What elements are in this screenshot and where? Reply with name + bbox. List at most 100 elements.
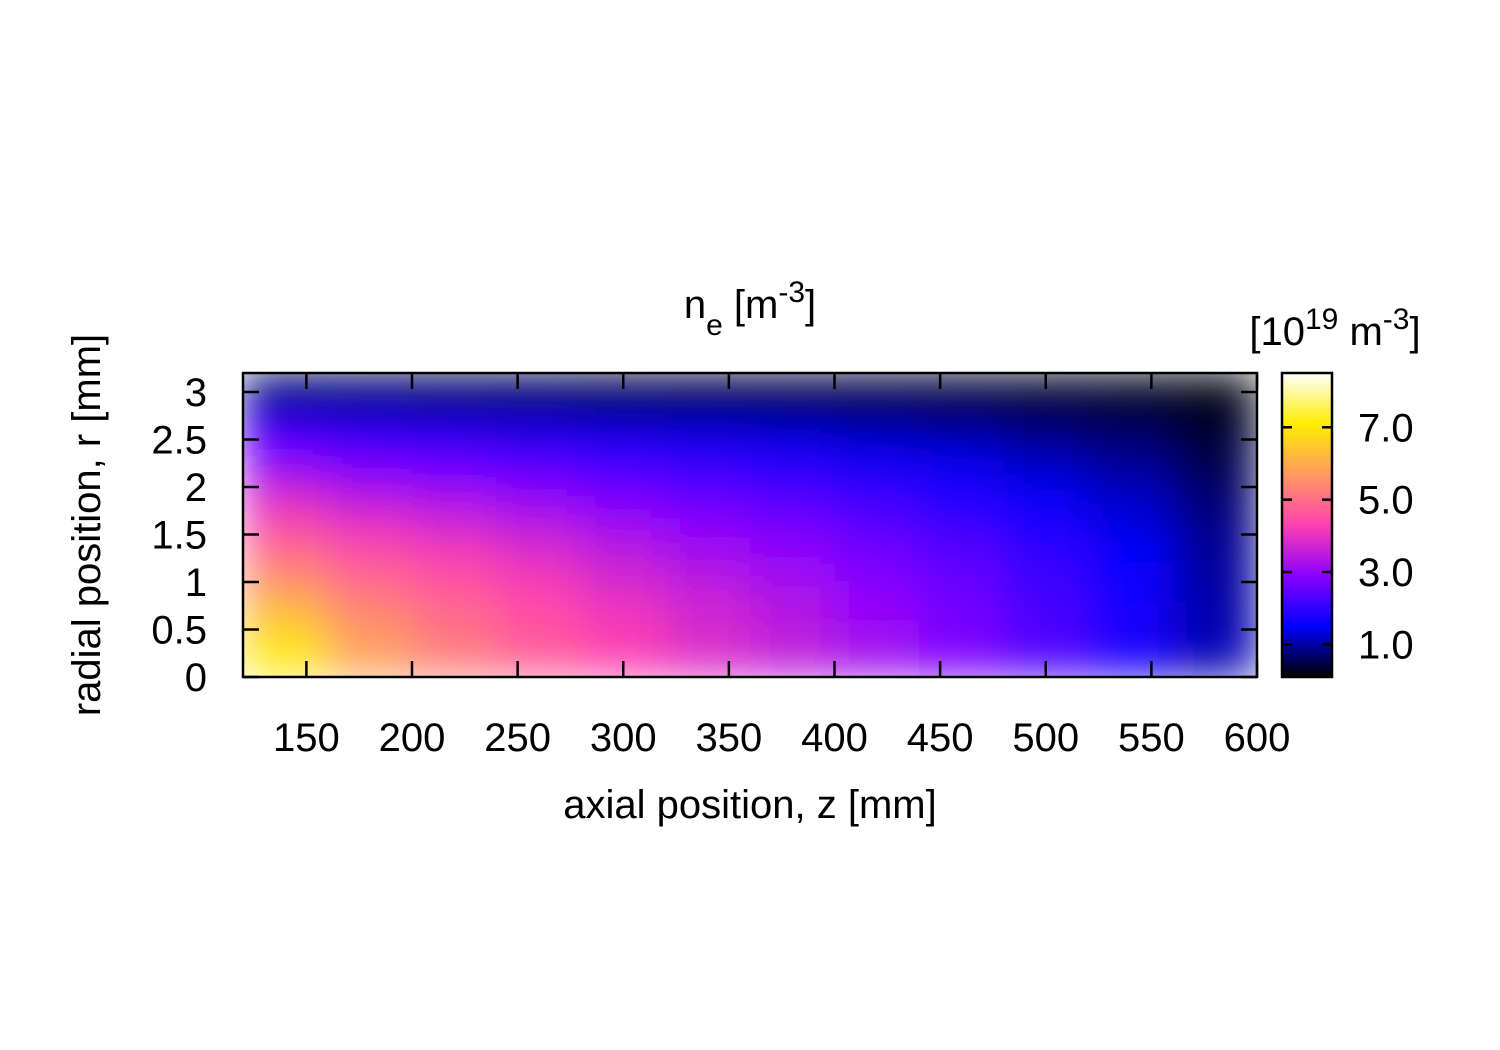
heatmap-cell [834, 392, 920, 412]
heatmap-cell [1088, 506, 1173, 526]
heatmap-cell [496, 411, 582, 431]
heatmap-cell [581, 525, 666, 545]
heatmap-cell [581, 639, 666, 659]
heatmap-cell [496, 544, 582, 564]
heatmap-cell [496, 658, 582, 677]
heatmap-cell [243, 525, 328, 545]
heatmap-cell [834, 468, 920, 488]
heatmap-cell [1088, 620, 1173, 640]
heatmap-cell [327, 544, 413, 564]
heatmap-cell [243, 468, 328, 488]
heatmap-cell [1172, 430, 1257, 450]
heatmap-cell [1172, 563, 1257, 583]
heatmap-cell [243, 582, 328, 602]
heatmap-cell [665, 411, 751, 431]
heatmap-cell [919, 430, 1004, 450]
heatmap-cell [1172, 392, 1257, 412]
heatmap-cell [665, 563, 751, 583]
heatmap-cell [1003, 468, 1089, 488]
heatmap-cell [496, 563, 582, 583]
heatmap-cell [327, 392, 413, 412]
heatmap-cell [581, 430, 666, 450]
heatmap-cell [412, 506, 497, 526]
heatmap-cell [1003, 544, 1089, 564]
heatmap-cell [750, 468, 835, 488]
heatmap-cell [327, 506, 413, 526]
text-part: ] [1409, 310, 1420, 354]
heatmap-cell [919, 392, 1004, 412]
heatmap-cell [1003, 487, 1089, 507]
heatmap-cell [243, 411, 328, 431]
heatmap-cell [496, 373, 582, 393]
heatmap-cell [412, 525, 497, 545]
heatmap-cell [496, 392, 582, 412]
heatmap-cell [1088, 430, 1173, 450]
y-tick-label: 0.5 [151, 609, 207, 653]
heatmap-cell [1003, 449, 1089, 469]
heatmap-cell [750, 487, 835, 507]
heatmap-cell [1172, 658, 1257, 677]
heatmap-cell [496, 582, 582, 602]
heatmap-cell [412, 582, 497, 602]
heatmap-cell [327, 639, 413, 659]
heatmap-cell [1172, 582, 1257, 602]
heatmap-cell [919, 582, 1004, 602]
heatmap-cell [919, 544, 1004, 564]
y-tick-label: 1 [185, 561, 207, 605]
heatmap-cell [412, 620, 497, 640]
heatmap-cell [919, 487, 1004, 507]
heatmap-cell [834, 487, 920, 507]
heatmap-cell [834, 430, 920, 450]
y-axis-label: radial position, r [mm] [65, 334, 109, 716]
x-tick-label: 400 [801, 716, 868, 760]
heatmap-cell [412, 544, 497, 564]
heatmap-cell [1088, 601, 1173, 621]
heatmap-cell [496, 620, 582, 640]
heatmap-cell [834, 449, 920, 469]
heatmap-cell [496, 525, 582, 545]
heatmap-cell [919, 601, 1004, 621]
heatmap-cell [1172, 487, 1257, 507]
heatmap-cell [834, 658, 920, 677]
heatmap-cell [665, 373, 751, 393]
heatmap-cell [919, 449, 1004, 469]
heatmap-cell [919, 411, 1004, 431]
heatmap-cell [243, 658, 328, 677]
x-axis-label: axial position, z [mm] [563, 783, 936, 827]
heatmap-cell [1003, 582, 1089, 602]
heatmap-cell [1003, 392, 1089, 412]
heatmap-cell [750, 544, 835, 564]
heatmap-cell [1088, 639, 1173, 659]
heatmap-cell [665, 582, 751, 602]
heatmap-cell [412, 658, 497, 677]
heatmap-cell [412, 449, 497, 469]
heatmap-cell [496, 449, 582, 469]
heatmap-cell [581, 582, 666, 602]
heatmap-cell [581, 563, 666, 583]
heatmap-cell [919, 525, 1004, 545]
y-tick-label: 3 [185, 371, 207, 415]
heatmap-cell [1088, 449, 1173, 469]
heatmap-cell [750, 392, 835, 412]
heatmap-cell [665, 430, 751, 450]
heatmap-cell [327, 373, 413, 393]
heatmap-cell [412, 430, 497, 450]
text-part: n [684, 283, 706, 327]
text-part: [10 [1249, 310, 1305, 354]
text-part: e [706, 309, 723, 342]
heatmap-cell [665, 468, 751, 488]
y-tick-label: 2.5 [151, 419, 207, 463]
heatmap-cell [834, 525, 920, 545]
heatmap-cell [919, 658, 1004, 677]
colorbar-tick-label: 5.0 [1358, 479, 1414, 523]
heatmap-cell [750, 658, 835, 677]
heatmap-cell [665, 487, 751, 507]
heatmap-cell [496, 639, 582, 659]
heatmap-cell [496, 487, 582, 507]
x-tick-label: 200 [379, 716, 446, 760]
heatmap-cell [665, 601, 751, 621]
heatmap-cell [1003, 639, 1089, 659]
heatmap-cell [243, 373, 328, 393]
text-part: -3 [778, 276, 805, 309]
